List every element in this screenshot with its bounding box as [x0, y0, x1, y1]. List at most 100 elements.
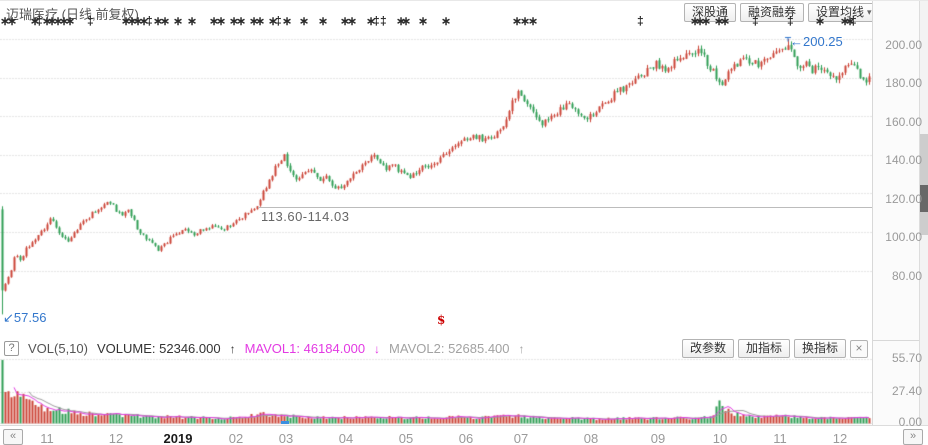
help-icon[interactable]: ? [4, 341, 19, 356]
event-marker-icon[interactable]: ∗ [840, 14, 851, 28]
margin-trading-button[interactable]: 融资融券 [740, 3, 805, 22]
event-marker-icon[interactable]: ∗ [714, 14, 725, 28]
event-marker-icon[interactable]: ∗ [528, 14, 539, 28]
event-marker-icon[interactable]: ∗ [401, 14, 412, 28]
event-marker-icon[interactable]: ‡ [380, 14, 387, 28]
event-marker-icon[interactable]: ∗ [366, 14, 377, 28]
event-marker-icon[interactable]: ∗ [255, 14, 266, 28]
event-marker-icon[interactable]: ∗ [53, 14, 64, 28]
event-marker-icon[interactable]: ∗ [229, 14, 240, 28]
time-axis-label: 11 [40, 431, 54, 445]
mavol2-up-arrow-icon: ↑ [518, 341, 525, 356]
event-marker-icon[interactable]: ∗ [127, 14, 138, 28]
event-marker-icon[interactable]: ∗ [236, 14, 247, 28]
event-marker-icon[interactable]: ∗ [299, 14, 310, 28]
event-marker-icon[interactable]: ∗ [249, 14, 260, 28]
event-marker-icon[interactable]: ∗ [520, 14, 531, 28]
event-marker-icon[interactable]: ∗ [815, 14, 826, 28]
event-marker-icon[interactable]: ∗ [418, 14, 429, 28]
event-marker-icon[interactable]: ∗ [282, 14, 293, 28]
chevron-down-icon: ▾ [867, 7, 872, 17]
event-marker-icon[interactable]: ‡ [87, 14, 94, 28]
time-axis-label: 10 [712, 431, 728, 445]
event-marker-icon[interactable]: ∗ [845, 14, 856, 28]
time-axis-label: 12 [832, 431, 848, 445]
scroll-right-button[interactable]: » [903, 429, 923, 445]
event-marker-icon[interactable]: ∗ [160, 14, 171, 28]
event-marker-icon[interactable]: ∗ [690, 14, 701, 28]
event-marker-icon[interactable]: ∗ [512, 14, 523, 28]
event-marker-icon[interactable]: ‡ [36, 14, 43, 28]
event-marker-icon[interactable]: ∗ [133, 14, 144, 28]
indicator-name[interactable]: VOL(5,10) [28, 341, 88, 356]
mavol2-field: MAVOL2: 52685.400 [389, 341, 510, 356]
switch-indicator-button[interactable]: 换指标 [793, 339, 846, 358]
mavol1-down-arrow-icon: ↓ [374, 341, 381, 356]
highest-price-annotation: ←200.25 [790, 34, 843, 49]
time-axis-label: 06 [458, 431, 474, 445]
axis-separator [872, 340, 919, 341]
axis-label: 140.00 [885, 153, 922, 167]
event-marker-icon[interactable]: ‡ [787, 14, 794, 28]
axis-label: 27.40 [891, 384, 922, 398]
event-marker-icon[interactable]: ∗ [121, 14, 132, 28]
time-axis-label: 09 [650, 431, 666, 445]
time-axis-label: 03 [278, 431, 294, 445]
time-axis-label: 2019 [163, 431, 193, 445]
scrollbar-thumb-handle[interactable] [920, 185, 928, 212]
set-ma-button[interactable]: 设置均线 ▾ [808, 3, 880, 22]
dividend-icon[interactable]: $ [437, 313, 446, 327]
event-marker-icon[interactable]: ‡ [850, 14, 857, 28]
set-ma-label: 设置均线 [816, 5, 865, 19]
event-marker-icon[interactable]: ∗ [347, 14, 358, 28]
volume-up-arrow-icon: ↑ [229, 341, 236, 356]
event-marker-icon[interactable]: ∗ [7, 14, 18, 28]
time-axis-label: 12 [108, 431, 124, 445]
event-marker-icon[interactable]: ∗ [268, 14, 279, 28]
axis-label: 160.00 [885, 115, 922, 129]
event-marker-icon[interactable]: ∗ [153, 14, 164, 28]
time-axis-label: 08 [583, 431, 599, 445]
event-marker-icon[interactable]: ∗ [65, 14, 76, 28]
event-marker-icon[interactable]: ‡ [373, 14, 380, 28]
event-marker-icon[interactable]: ∗ [318, 14, 329, 28]
close-icon[interactable]: × [850, 339, 868, 358]
event-marker-icon[interactable]: ∗ [47, 14, 58, 28]
axis-label: 100.00 [885, 230, 922, 244]
event-marker-icon[interactable]: ∗ [30, 14, 41, 28]
event-marker-icon[interactable]: ∗ [396, 14, 407, 28]
event-marker-icon[interactable]: ∗ [139, 14, 150, 28]
scrollbar-thumb[interactable] [920, 134, 928, 235]
candlestick-chart-canvas[interactable] [0, 1, 872, 341]
event-marker-icon[interactable]: ‡ [637, 14, 644, 28]
event-marker-icon[interactable]: ∗ [216, 14, 227, 28]
event-marker-icon[interactable]: ∗ [173, 14, 184, 28]
event-marker-icon[interactable]: ∗ [42, 14, 53, 28]
axis-label: 120.00 [885, 192, 922, 206]
shenzhen-connect-button[interactable]: 深股通 [684, 3, 737, 22]
event-marker-icon[interactable]: ∗ [720, 14, 731, 28]
volume-chart-canvas[interactable] [0, 357, 872, 425]
event-marker-icon[interactable]: ∗ [0, 14, 11, 28]
event-marker-icon[interactable]: ∗ [340, 14, 351, 28]
time-axis-label: 04 [338, 431, 354, 445]
time-axis-label: 02 [228, 431, 244, 445]
event-marker-icon[interactable]: ∗ [441, 14, 452, 28]
change-params-button[interactable]: 改参数 [681, 339, 734, 358]
event-marker-icon[interactable]: ‡ [275, 14, 282, 28]
event-marker-icon[interactable]: ∗ [209, 14, 220, 28]
add-indicator-button[interactable]: 加指标 [737, 339, 790, 358]
event-marker-icon[interactable]: ‡ [146, 14, 153, 28]
scroll-position-indicator [281, 421, 289, 424]
scroll-left-button[interactable]: « [3, 429, 23, 445]
gap-annotation: 113.60-114.03 [261, 209, 350, 224]
event-marker-icon[interactable]: ‡ [752, 14, 759, 28]
axis-label: 200.00 [885, 38, 922, 52]
event-marker-icon[interactable]: ∗ [187, 14, 198, 28]
event-marker-icon[interactable]: ∗ [59, 14, 70, 28]
event-marker-icon[interactable]: ∗ [701, 14, 712, 28]
volume-indicator-bar: ? VOL(5,10) VOLUME: 52346.000 ↑ MAVOL1: … [4, 340, 525, 357]
shenzhen-connect-label: 深股通 [692, 5, 729, 19]
event-marker-icon[interactable]: ∗ [695, 14, 706, 28]
